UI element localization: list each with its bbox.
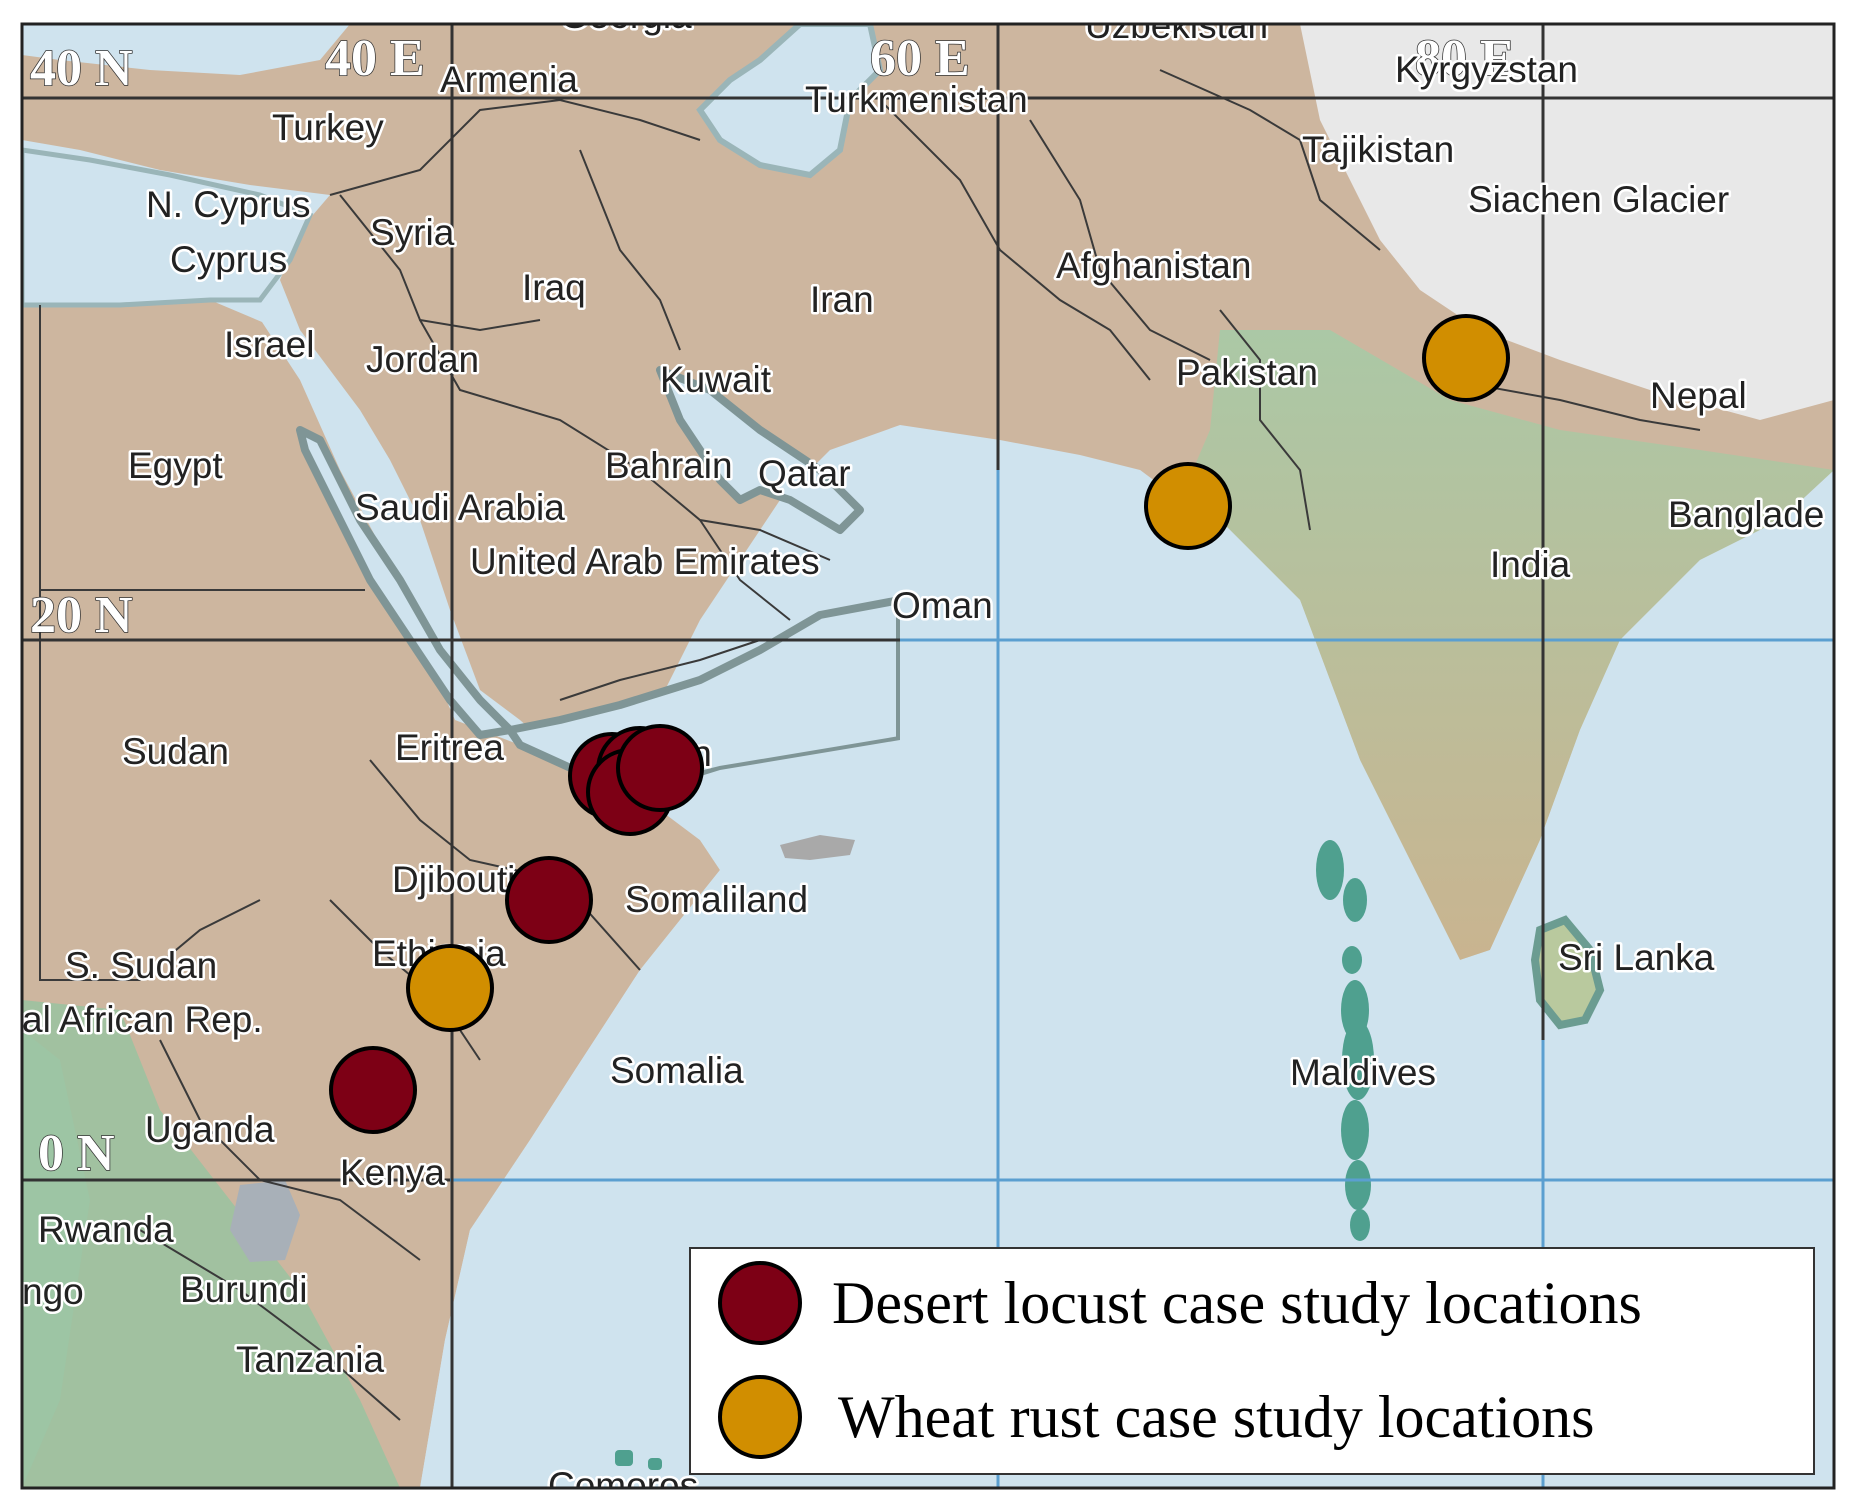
lon-label-80e: 80 E [1415,30,1515,87]
arabian-sea [420,470,1834,1488]
legend-box [689,1247,1815,1475]
legend-desert-locust-swatch [718,1261,802,1345]
africa-lowlands [22,1000,400,1488]
lake-victoria [230,1180,300,1262]
label-qatar: Qatar [758,453,851,494]
desert-locust-marker [505,856,593,944]
label-somaliland: Somaliland [625,879,808,920]
label-uganda: Uganda [145,1109,275,1150]
desert-locust-marker [616,724,704,812]
legend: Desert locust case study locations Wheat… [689,1247,1815,1475]
label-bahrain: Bahrain [605,445,733,486]
label-central-african-rep: al African Rep. [22,999,263,1040]
label-congo: ngo [22,1271,84,1312]
label-siachen-glacier: Siachen Glacier [1468,179,1729,220]
label-egypt: Egypt [128,445,223,486]
map-frame [20,22,1836,1490]
label-uae: United Arab Emirates [470,541,820,582]
label-turkmenistan: Turkmenistan [805,79,1028,120]
label-kenya: Kenya [340,1152,445,1193]
africa-west-green [22,1030,90,1488]
graticule [22,24,1834,1488]
himalaya-highland [1300,24,1834,420]
desert-locust-marker [329,1046,417,1134]
persian-gulf [656,366,864,534]
wheat-rust-marker [1144,462,1232,550]
black-sea [22,24,350,75]
lon-label-40e: 40 E [325,30,425,87]
label-armenia: Armenia [440,59,578,100]
label-iran: Iran [810,279,874,320]
label-afghanistan: Afghanistan [1056,245,1251,286]
label-syria: Syria [370,212,455,253]
socotra-island [780,835,855,860]
label-eritrea: Eritrea [395,727,504,768]
label-sudan: Sudan [122,731,229,772]
label-sri-lanka: Sri Lanka [1558,937,1715,978]
comoros-islands [615,1450,662,1470]
lon-label-60e: 60 E [870,30,970,87]
label-kyrgyzstan: Kyrgyzstan [1395,49,1578,90]
label-bangladesh: Banglade [1668,494,1824,535]
label-rwanda: Rwanda [38,1209,174,1250]
label-n-cyprus: N. Cyprus [146,184,310,225]
label-s-sudan: S. Sudan [65,945,217,986]
legend-wheat-rust-swatch [718,1375,802,1459]
label-oman: Oman [892,585,993,626]
lat-label-0n: 0 N [38,1125,115,1182]
label-israel: Israel [224,324,314,365]
label-maldives: Maldives [1290,1052,1436,1093]
lat-label-40n: 40 N [30,40,133,97]
label-saudi-arabia: Saudi Arabia [355,487,565,528]
legend-wheat-rust-label: Wheat rust case study locations [838,1384,1594,1450]
label-india: India [1490,544,1571,585]
label-comoros: Comoros [548,1465,698,1506]
label-uzbekistan: Uzbekistan [1085,5,1268,46]
mediterranean-sea [22,147,314,308]
sri-lanka [1530,915,1605,1030]
india-lowland [1180,330,1834,960]
label-tanzania: Tanzania [236,1339,385,1380]
label-tajikistan: Tajikistan [1302,129,1454,170]
label-jordan: Jordan [366,339,479,380]
maldives-islands [1316,840,1374,1241]
wheat-rust-marker [1422,314,1510,402]
label-kuwait: Kuwait [660,359,772,400]
wheat-rust-marker [406,944,494,1032]
case-study-markers [329,314,1510,1134]
label-burundi: Burundi [180,1269,308,1310]
label-pakistan: Pakistan [1176,352,1318,393]
label-nepal: Nepal [1650,375,1747,416]
country-labels: Georgia Uzbekistan Armenia Turkmenistan … [22,0,1827,1506]
red-sea [296,426,514,739]
label-somalia: Somalia [610,1050,744,1091]
legend-desert-locust-label: Desert locust case study locations [832,1270,1642,1336]
lat-label-20n: 20 N [30,587,133,644]
label-iraq: Iraq [522,267,586,308]
label-georgia: Georgia [560,0,692,36]
label-turkey: Turkey [272,107,384,148]
label-djibouti: Djibouti [392,859,515,900]
label-cyprus: Cyprus [170,239,287,280]
